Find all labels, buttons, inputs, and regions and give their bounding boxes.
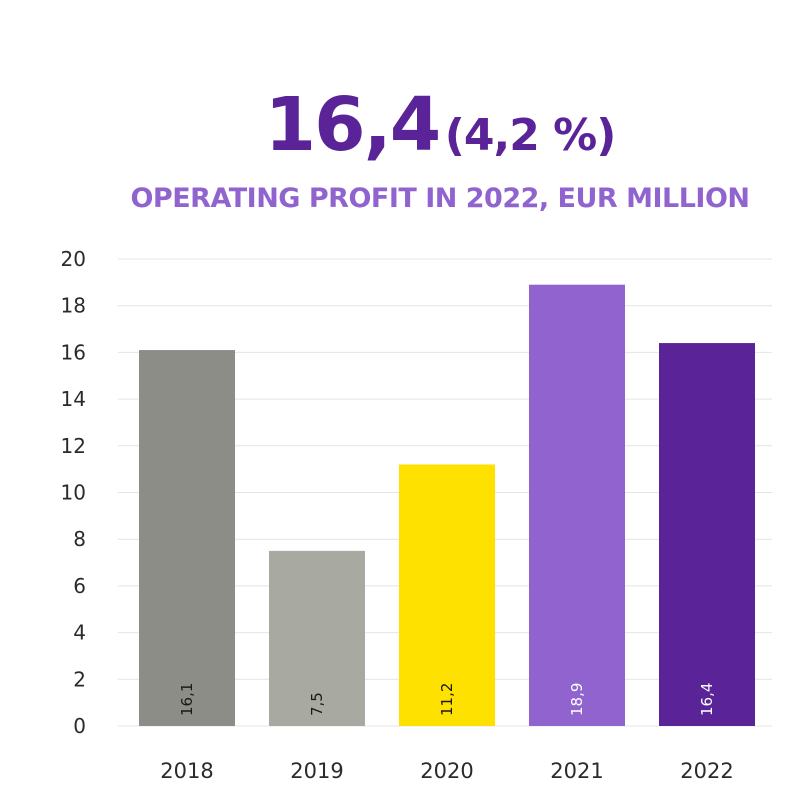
data-labels: 16,1 7,5 11,2 18,9 16,4 (178, 683, 716, 716)
y-tick-label: 2 (73, 667, 86, 691)
bar-2021 (529, 284, 625, 726)
y-tick-label: 4 (73, 621, 86, 645)
y-tick-label: 0 (73, 714, 86, 738)
headline: 16,4 (4,2 %) (0, 88, 800, 162)
data-label-2022: 16,4 (698, 683, 716, 716)
x-tick-label: 2021 (550, 759, 603, 783)
y-tick-label: 18 (61, 294, 86, 318)
y-tick-label: 6 (73, 574, 86, 598)
headline-value: 16,4 (264, 82, 442, 168)
bar-2018 (139, 350, 235, 726)
y-tick-label: 10 (61, 481, 86, 505)
data-label-2021: 18,9 (568, 683, 586, 716)
data-label-2019: 7,5 (308, 692, 326, 716)
y-tick-label: 12 (61, 434, 86, 458)
y-axis: 0 2 4 6 8 10 12 14 16 18 20 (61, 247, 86, 738)
y-tick-label: 8 (73, 527, 86, 551)
y-tick-label: 16 (61, 340, 86, 364)
x-tick-label: 2018 (160, 759, 213, 783)
x-axis: 2018 2019 2020 2021 2022 (160, 759, 733, 783)
bars (139, 284, 755, 726)
chart-title: OPERATING PROFIT IN 2022, EUR MILLION (130, 183, 750, 214)
x-tick-label: 2019 (290, 759, 343, 783)
data-label-2020: 11,2 (438, 683, 456, 716)
data-label-2018: 16,1 (178, 683, 196, 716)
x-tick-label: 2022 (680, 759, 733, 783)
bar-2019 (269, 550, 365, 726)
bar-2022 (659, 343, 755, 726)
x-tick-label: 2020 (420, 759, 473, 783)
y-tick-label: 14 (61, 387, 86, 411)
bar-2020 (399, 464, 495, 726)
y-tick-label: 20 (61, 247, 86, 271)
headline-percent: (4,2 %) (444, 110, 617, 161)
